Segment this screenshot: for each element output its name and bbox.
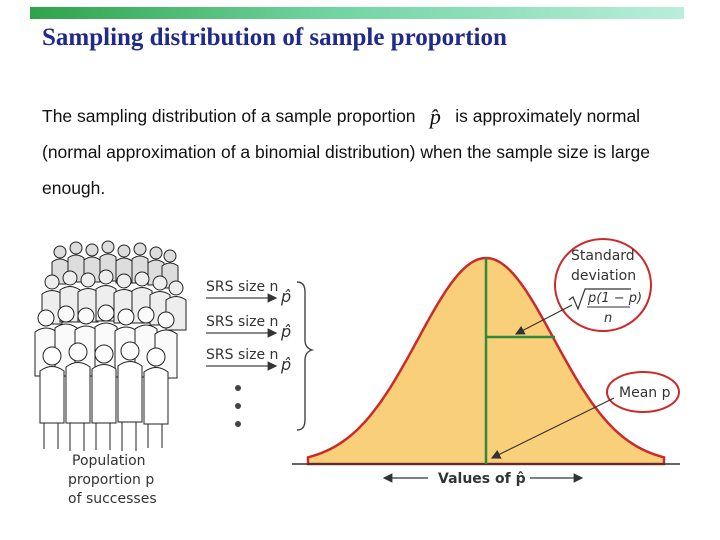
ellipsis-dot-2 [235,403,241,409]
body-text-end: is approximately normal (normal approxim… [42,106,650,198]
std-deviation-label-line2: deviation [571,268,636,284]
p-hat-label-2: p̂ [280,322,291,341]
srs-sample-rows: SRS size n p̂ SRS size n p̂ SRS size n p… [206,279,315,431]
ellipsis-dot-3 [235,421,241,427]
p-hat-label-1: p̂ [280,287,291,306]
body-text-start: The sampling distribution of a sample pr… [42,106,421,126]
population-label-line3: of successes [68,491,157,507]
std-deviation-pointer-arrow [514,304,573,335]
x-axis-label: Values of p̂ [438,471,526,487]
slide-title: Sampling distribution of sample proporti… [42,24,507,51]
srs-label-3: SRS size n [206,347,278,363]
std-deviation-callout-circle [554,238,652,332]
population-label-line2: proportion p [68,472,154,488]
std-formula-denominator: n [604,311,612,326]
p-hat-label-3: p̂ [280,355,291,374]
square-root-sign [568,288,631,311]
sampling-distribution-figure: Population proportion p of successes SRS… [34,238,680,507]
grouping-brace [296,281,315,431]
mean-label: Mean p [619,385,671,401]
ellipsis-dot-1 [235,385,241,391]
std-formula-numerator: p(1 − p) [587,291,642,306]
srs-label-1: SRS size n [206,279,278,295]
std-deviation-label-line1: Standard [571,248,635,264]
p-hat-symbol: p̂ [429,104,441,129]
mean-callout-circle [606,371,680,413]
srs-label-2: SRS size n [206,314,278,330]
population-crowd-illustration [34,240,187,451]
mean-pointer-arrow [490,397,615,459]
body-paragraph: The sampling distribution of a sample pr… [42,98,682,206]
title-accent-bar [30,7,684,19]
population-label-line1: Population [72,453,146,469]
